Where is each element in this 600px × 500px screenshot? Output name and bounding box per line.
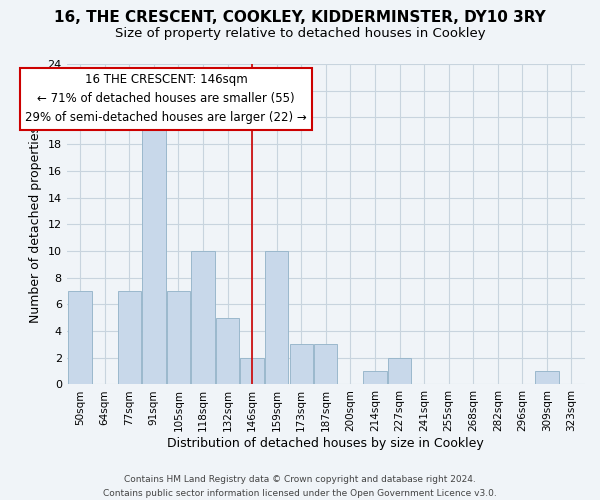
- Text: 16 THE CRESCENT: 146sqm
← 71% of detached houses are smaller (55)
29% of semi-de: 16 THE CRESCENT: 146sqm ← 71% of detache…: [25, 74, 307, 124]
- Text: Contains HM Land Registry data © Crown copyright and database right 2024.
Contai: Contains HM Land Registry data © Crown c…: [103, 476, 497, 498]
- Bar: [241, 358, 264, 384]
- Bar: [535, 371, 559, 384]
- Bar: [68, 291, 92, 384]
- Text: Size of property relative to detached houses in Cookley: Size of property relative to detached ho…: [115, 28, 485, 40]
- Bar: [142, 118, 166, 384]
- Bar: [290, 344, 313, 385]
- Bar: [363, 371, 386, 384]
- X-axis label: Distribution of detached houses by size in Cookley: Distribution of detached houses by size …: [167, 437, 484, 450]
- Bar: [191, 251, 215, 384]
- Text: 16, THE CRESCENT, COOKLEY, KIDDERMINSTER, DY10 3RY: 16, THE CRESCENT, COOKLEY, KIDDERMINSTER…: [54, 10, 546, 25]
- Bar: [265, 251, 289, 384]
- Bar: [118, 291, 141, 384]
- Bar: [314, 344, 337, 385]
- Y-axis label: Number of detached properties: Number of detached properties: [29, 126, 42, 322]
- Bar: [167, 291, 190, 384]
- Bar: [388, 358, 411, 384]
- Bar: [216, 318, 239, 384]
